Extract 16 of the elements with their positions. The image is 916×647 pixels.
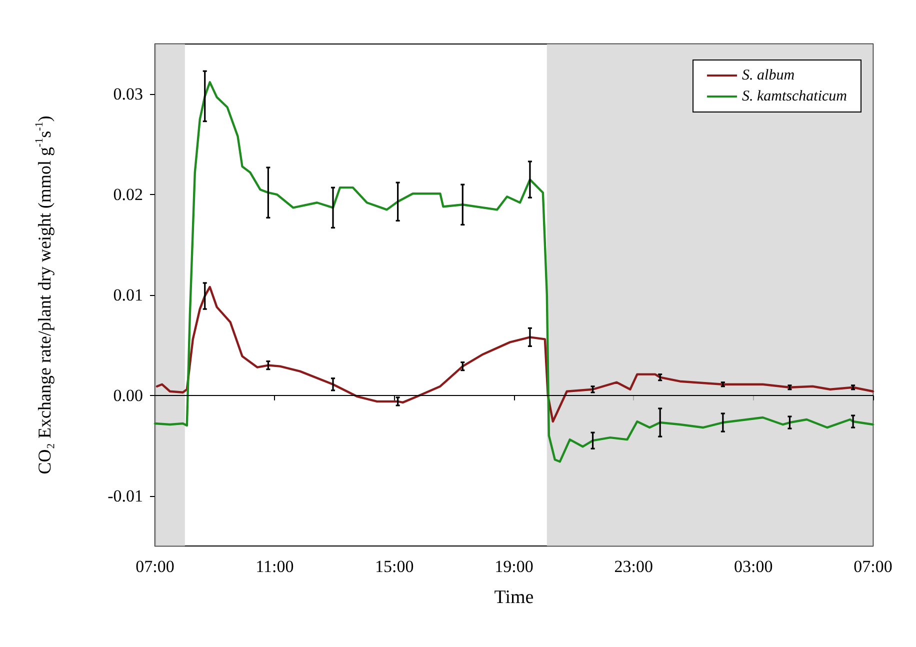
- x-tick-label: 07:00: [854, 557, 892, 576]
- x-tick-label: 15:00: [374, 557, 414, 576]
- x-axis-title: Time: [494, 587, 534, 608]
- x-tick-label: 19:00: [494, 557, 534, 576]
- y-axis-title: CO₂ Exchange rate/plant dry weight (mmol g-1s-1): [34, 116, 54, 474]
- legend-label: S. album: [742, 68, 795, 84]
- y-tick-label: 0.02: [113, 185, 143, 204]
- x-tick-label: 07:00: [136, 557, 174, 576]
- x-tick-label: 23:00: [614, 557, 654, 576]
- y-tick-label: 0.03: [113, 84, 143, 104]
- x-tick-label: 03:00: [734, 557, 773, 576]
- x-tick-label: 11:00: [256, 557, 294, 576]
- y-tick-label: 0.00: [113, 386, 143, 405]
- y-tick-label: 0.01: [113, 286, 143, 304]
- legend-label: S. kamtschaticum: [742, 88, 848, 104]
- y-tick-label: -0.01: [108, 486, 143, 506]
